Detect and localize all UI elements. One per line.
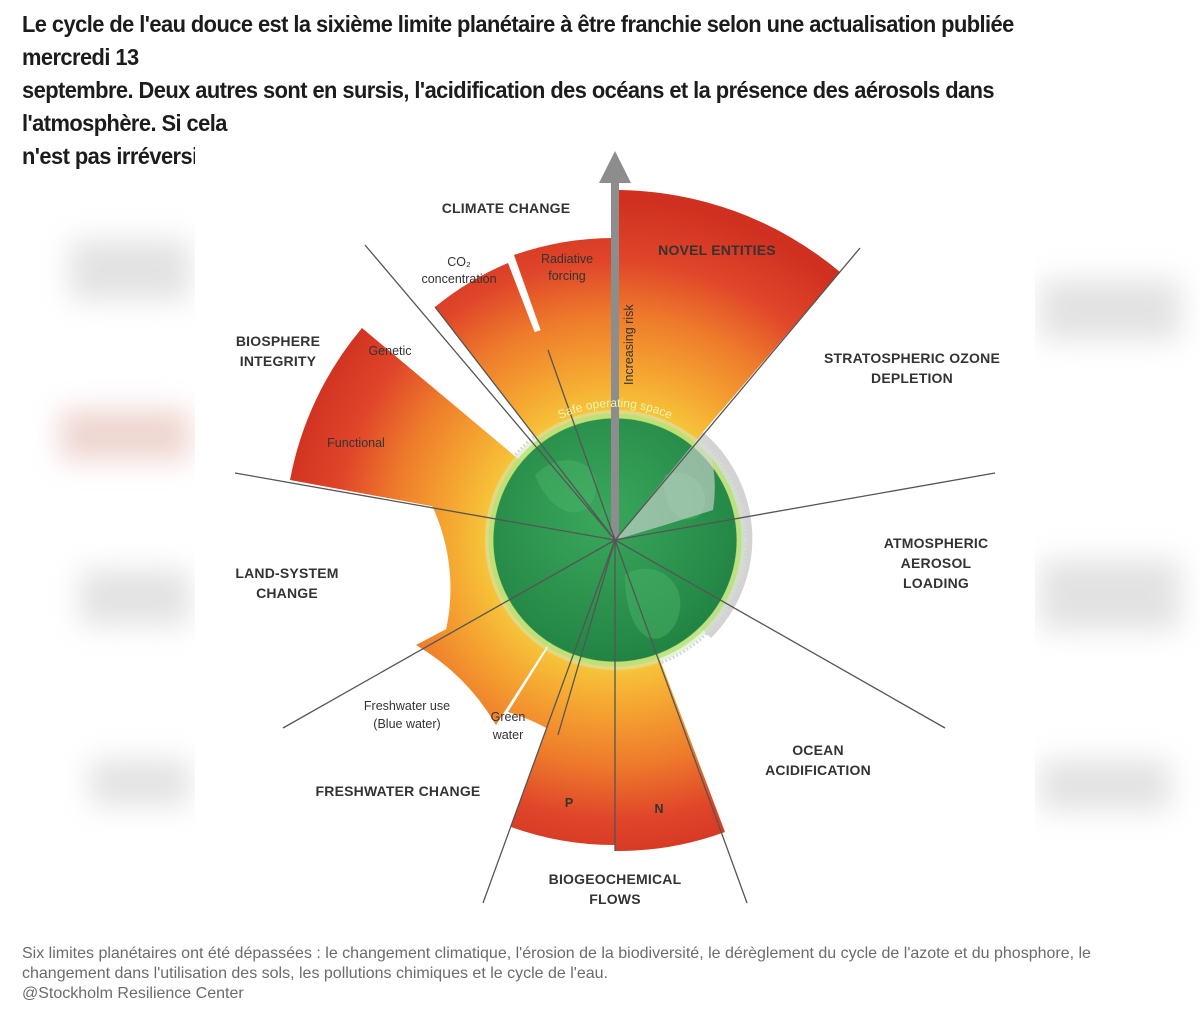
- increasing-risk-arrow-shaft: [611, 175, 619, 540]
- label-climate-change: CLIMATE CHANGE: [442, 200, 571, 216]
- ozone-globe-grey: [615, 432, 715, 540]
- label-biosphere-2: INTEGRITY: [240, 353, 317, 369]
- caption-credit: @Stockholm Resilience Center: [22, 985, 244, 1002]
- increasing-risk-arrow-head: [599, 151, 631, 183]
- label-blue-water-2: (Blue water): [373, 717, 440, 731]
- label-co2-2: concentration: [421, 272, 496, 286]
- blur-left-4: [90, 760, 190, 805]
- blur-left-1: [70, 240, 190, 300]
- boundary-divider-lines: [234, 244, 996, 904]
- label-biogeochemical-2: FLOWS: [589, 891, 641, 907]
- label-biosphere-1: BIOSPHERE: [236, 333, 320, 349]
- label-ozone-1: STRATOSPHERIC OZONE: [824, 350, 1000, 366]
- caption-line-1: Six limites planétaires ont été dépassée…: [22, 945, 1091, 962]
- label-phosphorus: P: [565, 796, 573, 810]
- blur-right-3: [1040, 760, 1170, 810]
- label-radiative-1: Radiative: [541, 252, 593, 266]
- planetary-boundaries-diagram: Increasing risk Safe operating space CLI…: [234, 151, 1000, 907]
- blur-right-2: [1040, 560, 1180, 630]
- headline-line-2: septembre. Deux autres sont en sursis, l…: [22, 77, 995, 136]
- increasing-risk-label: Increasing risk: [622, 304, 636, 385]
- blur-left-2: [60, 410, 190, 460]
- blur-left-3: [80, 570, 190, 625]
- label-nitrogen: N: [654, 802, 663, 816]
- planetary-boundaries-figure: Increasing risk Safe operating space CLI…: [195, 145, 1035, 935]
- blur-right-1: [1040, 280, 1180, 340]
- label-aerosol-2: AEROSOL: [901, 555, 972, 571]
- label-land-1: LAND-SYSTEM: [235, 565, 338, 581]
- label-aerosol-1: ATMOSPHERIC: [884, 535, 989, 551]
- label-ocean-1: OCEAN: [792, 742, 844, 758]
- continent-shape-2: [625, 568, 681, 639]
- label-land-2: CHANGE: [256, 585, 318, 601]
- label-genetic: Genetic: [368, 344, 411, 358]
- label-green-water-2: water: [492, 728, 524, 742]
- label-ozone-2: DEPLETION: [871, 370, 953, 386]
- label-blue-water-1: Freshwater use: [364, 699, 450, 713]
- label-novel-entities: NOVEL ENTITIES: [658, 242, 776, 258]
- label-functional: Functional: [327, 436, 385, 450]
- caption-line-2: changement dans l'utilisation des sols, …: [22, 965, 608, 982]
- label-aerosol-3: LOADING: [903, 575, 969, 591]
- label-co2-1: CO₂: [447, 255, 471, 269]
- label-ocean-2: ACIDIFICATION: [765, 762, 871, 778]
- label-biogeochemical-1: BIOGEOCHEMICAL: [549, 871, 682, 887]
- label-freshwater-change: FRESHWATER CHANGE: [316, 783, 481, 799]
- label-green-water-1: Green: [491, 710, 526, 724]
- label-radiative-2: forcing: [548, 269, 586, 283]
- figure-caption: Six limites planétaires ont été dépassée…: [22, 944, 1197, 1004]
- headline-line-1: Le cycle de l'eau douce est la sixième l…: [22, 11, 1014, 70]
